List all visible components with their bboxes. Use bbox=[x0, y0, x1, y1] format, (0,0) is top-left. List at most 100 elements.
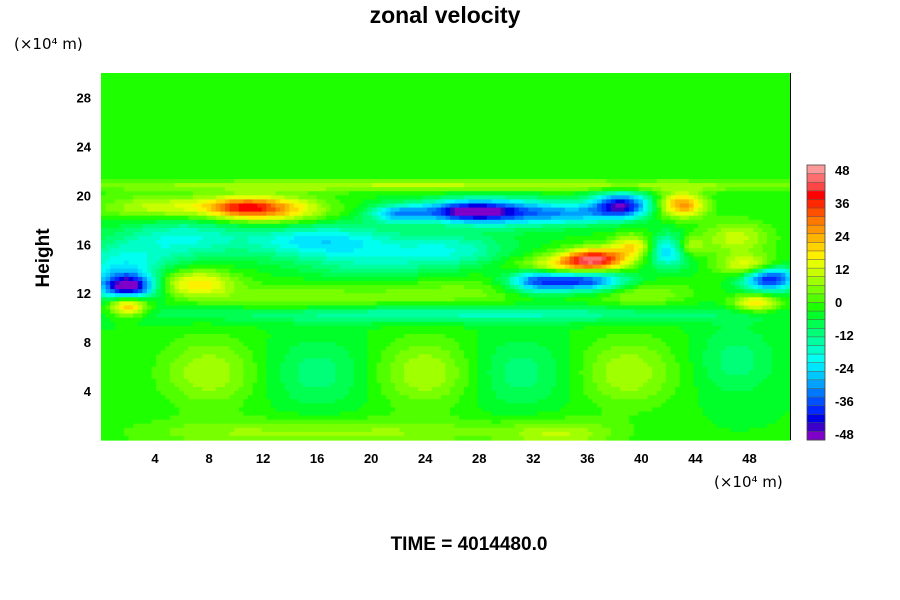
heatmap-cell bbox=[459, 174, 465, 180]
heatmap-cell bbox=[215, 138, 222, 143]
heatmap-cell bbox=[390, 166, 396, 172]
heatmap-cell bbox=[312, 142, 318, 147]
heatmap-cell bbox=[192, 183, 199, 188]
heatmap-cell bbox=[721, 138, 727, 143]
heatmap-cell bbox=[500, 77, 506, 82]
heatmap-cell bbox=[179, 146, 185, 152]
heatmap-cell bbox=[776, 121, 782, 127]
heatmap-cell bbox=[174, 174, 180, 180]
heatmap-cell bbox=[422, 105, 428, 111]
heatmap-cell bbox=[514, 138, 520, 143]
heatmap-cell bbox=[270, 162, 277, 168]
heatmap-cell bbox=[606, 109, 612, 115]
heatmap-cell bbox=[165, 81, 171, 86]
heatmap-cell bbox=[670, 142, 676, 147]
heatmap-cell bbox=[546, 158, 552, 164]
heatmap-cell bbox=[160, 109, 166, 115]
heatmap-cell bbox=[445, 162, 451, 168]
heatmap-cell bbox=[206, 183, 212, 188]
heatmap-cell bbox=[486, 97, 493, 103]
heatmap-cell bbox=[151, 207, 157, 213]
heatmap-cell bbox=[615, 117, 621, 123]
heatmap-cell bbox=[427, 170, 433, 176]
heatmap-cell bbox=[767, 150, 773, 156]
heatmap-cell bbox=[574, 130, 580, 135]
heatmap-cell bbox=[440, 85, 447, 90]
heatmap-cell bbox=[767, 81, 773, 86]
heatmap-cell bbox=[298, 207, 304, 213]
heatmap-cell bbox=[601, 105, 607, 111]
heatmap-cell bbox=[656, 199, 662, 205]
heatmap-cell bbox=[656, 183, 662, 188]
heatmap-cell bbox=[652, 174, 658, 180]
heatmap-cell bbox=[133, 101, 139, 107]
heatmap-cell bbox=[569, 179, 575, 184]
heatmap-cell bbox=[707, 93, 713, 99]
heatmap-cell bbox=[661, 105, 667, 111]
heatmap-cell bbox=[385, 195, 391, 201]
heatmap-cell bbox=[688, 158, 695, 164]
heatmap-cell bbox=[776, 146, 782, 152]
heatmap-cell bbox=[546, 81, 552, 86]
heatmap-cell bbox=[349, 187, 355, 192]
heatmap-cell bbox=[744, 97, 750, 103]
heatmap-cell bbox=[431, 93, 437, 99]
heatmap-cell bbox=[436, 89, 442, 94]
heatmap-cell bbox=[725, 138, 731, 143]
heatmap-cell bbox=[367, 154, 373, 160]
heatmap-cell bbox=[551, 166, 557, 172]
heatmap-cell bbox=[661, 121, 667, 127]
heatmap-cell bbox=[753, 170, 759, 176]
heatmap-cell bbox=[174, 73, 180, 78]
heatmap-cell bbox=[247, 183, 254, 188]
heatmap-cell bbox=[762, 85, 768, 90]
heatmap-cell bbox=[583, 85, 589, 90]
heatmap-cell bbox=[114, 134, 120, 139]
heatmap-cell bbox=[463, 203, 470, 209]
heatmap-cell bbox=[601, 158, 607, 164]
heatmap-cell bbox=[358, 179, 364, 184]
heatmap-cell bbox=[390, 105, 396, 111]
heatmap-cell bbox=[688, 105, 695, 111]
heatmap-cell bbox=[142, 207, 148, 213]
heatmap-cell bbox=[463, 105, 470, 111]
heatmap-cell bbox=[450, 150, 456, 156]
heatmap-cell bbox=[767, 174, 773, 180]
heatmap-cell bbox=[592, 191, 598, 196]
heatmap-cell bbox=[160, 97, 166, 103]
heatmap-cell bbox=[119, 81, 125, 86]
heatmap-cell bbox=[665, 97, 672, 103]
heatmap-cell bbox=[394, 195, 401, 201]
heatmap-cell bbox=[247, 109, 254, 115]
heatmap-cell bbox=[339, 126, 346, 131]
heatmap-cell bbox=[427, 138, 433, 143]
heatmap-cell bbox=[450, 93, 456, 99]
heatmap-cell bbox=[358, 105, 364, 111]
heatmap-cell bbox=[399, 154, 405, 160]
heatmap-cell bbox=[284, 187, 290, 192]
heatmap-cell bbox=[587, 138, 594, 143]
heatmap-cell bbox=[238, 191, 244, 196]
heatmap-cell bbox=[518, 158, 525, 164]
heatmap-cell bbox=[477, 162, 483, 168]
heatmap-cell bbox=[528, 130, 534, 135]
heatmap-cell bbox=[532, 142, 538, 147]
heatmap-cell bbox=[146, 154, 153, 160]
heatmap-cell bbox=[298, 97, 304, 103]
heatmap-cell bbox=[468, 179, 474, 184]
heatmap-cell bbox=[473, 199, 479, 205]
heatmap-cell bbox=[119, 130, 125, 135]
heatmap-cell bbox=[615, 174, 621, 180]
heatmap-cell bbox=[514, 142, 520, 147]
heatmap-cell bbox=[643, 77, 649, 82]
heatmap-cell bbox=[578, 150, 584, 156]
heatmap-cell bbox=[390, 93, 396, 99]
heatmap-cell bbox=[477, 138, 483, 143]
heatmap-cell bbox=[174, 109, 180, 115]
heatmap-cell bbox=[505, 126, 511, 131]
heatmap-cell bbox=[564, 166, 571, 172]
heatmap-cell bbox=[569, 162, 575, 168]
heatmap-cell bbox=[303, 166, 309, 172]
heatmap-cell bbox=[762, 146, 768, 152]
heatmap-cell bbox=[445, 174, 451, 180]
